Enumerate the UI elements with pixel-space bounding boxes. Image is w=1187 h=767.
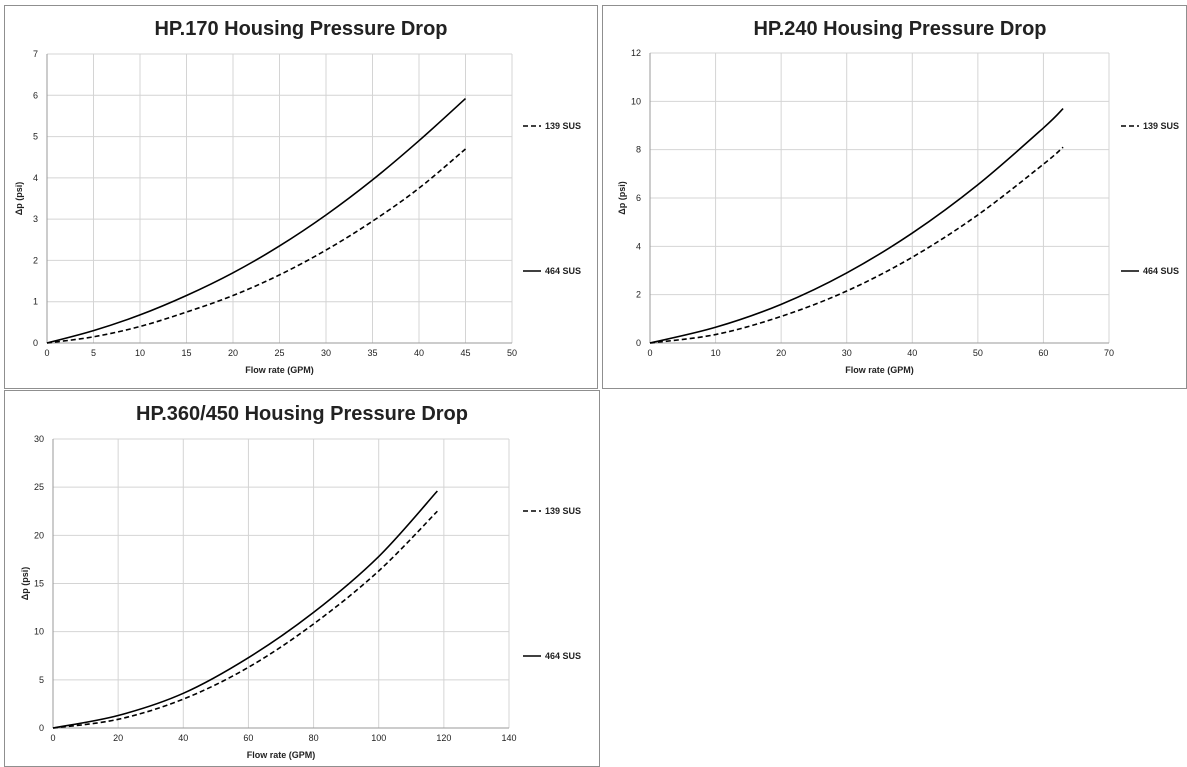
legend-label: 139 SUS [545,121,581,131]
y-tick-label: 7 [33,49,38,59]
x-tick-label: 50 [507,348,517,358]
x-tick-label: 100 [371,733,386,743]
y-tick-label: 15 [34,579,44,589]
series-line-139-sus [52,510,438,729]
x-tick-label: 45 [460,348,470,358]
legend-label: 464 SUS [545,266,581,276]
x-tick-label: 80 [309,733,319,743]
x-axis-label: Flow rate (GPM) [247,750,316,760]
x-tick-label: 20 [113,733,123,743]
y-tick-label: 2 [636,290,641,300]
y-tick-label: 2 [33,255,38,265]
y-tick-label: 10 [631,96,641,106]
x-tick-label: 0 [50,733,55,743]
chart-hp360-450: HP.360/450 Housing Pressure Drop 0 20 40 60 8… [20,403,581,760]
series-line-464-sus [649,108,1064,344]
y-tick-label: 5 [39,675,44,685]
y-tick-label: 10 [34,627,44,637]
chart-title: HP.170 Housing Pressure Drop [154,18,447,40]
x-tick-label: 50 [973,348,983,358]
x-tick-label: 30 [842,348,852,358]
chart-panel-hp360-450: HP.360/450 Housing Pressure Drop 0 20 40 60 8… [4,390,600,767]
y-axis-label: Δp (psi) [617,181,627,214]
x-tick-label: 5 [91,348,96,358]
chart-panel-hp240: HP.240 Housing Pressure Drop 0 10 20 30 40 50 6… [602,5,1187,389]
x-tick-label: 10 [711,348,721,358]
x-tick-label: 60 [243,733,253,743]
x-tick-label: 25 [274,348,284,358]
x-tick-label: 120 [436,733,451,743]
series-line-139-sus [46,148,467,344]
chart-title: HP.240 Housing Pressure Drop [753,18,1046,40]
x-tick-label: 40 [414,348,424,358]
series-line-464-sus [52,490,438,729]
y-axis-label: Δp (psi) [20,567,30,600]
y-tick-label: 4 [636,241,641,251]
x-tick-label: 30 [321,348,331,358]
x-tick-label: 10 [135,348,145,358]
y-tick-label: 5 [33,132,38,142]
x-tick-label: 20 [228,348,238,358]
series-line-139-sus [649,146,1064,344]
y-tick-label: 30 [34,434,44,444]
series-line-464-sus [46,97,467,344]
y-tick-label: 0 [33,338,38,348]
x-tick-label: 70 [1104,348,1114,358]
y-tick-label: 4 [33,173,38,183]
x-axis-label: Flow rate (GPM) [245,365,314,375]
y-tick-label: 1 [33,297,38,307]
x-tick-label: 0 [44,348,49,358]
legend-label: 464 SUS [545,651,581,661]
y-tick-label: 20 [34,530,44,540]
legend-label: 139 SUS [1143,121,1179,131]
y-tick-label: 25 [34,482,44,492]
x-tick-label: 60 [1038,348,1048,358]
y-tick-label: 0 [39,723,44,733]
y-axis-label: Δp (psi) [14,182,24,215]
y-tick-label: 0 [636,338,641,348]
y-tick-label: 6 [33,90,38,100]
y-tick-label: 3 [33,214,38,224]
x-axis-label: Flow rate (GPM) [845,365,914,375]
legend-label: 464 SUS [1143,266,1179,276]
x-tick-label: 0 [647,348,652,358]
legend-label: 139 SUS [545,506,581,516]
chart-title: HP.360/450 Housing Pressure Drop [136,403,468,425]
y-tick-label: 12 [631,48,641,58]
y-tick-label: 8 [636,145,641,155]
x-tick-label: 35 [367,348,377,358]
x-tick-label: 15 [181,348,191,358]
x-tick-label: 20 [776,348,786,358]
chart-panel-hp170: HP.170 Housing Pressure Drop 0 5 10 15 20 25 30… [4,5,598,389]
x-tick-label: 40 [178,733,188,743]
y-tick-label: 6 [636,193,641,203]
x-tick-label: 40 [907,348,917,358]
x-tick-label: 140 [501,733,516,743]
